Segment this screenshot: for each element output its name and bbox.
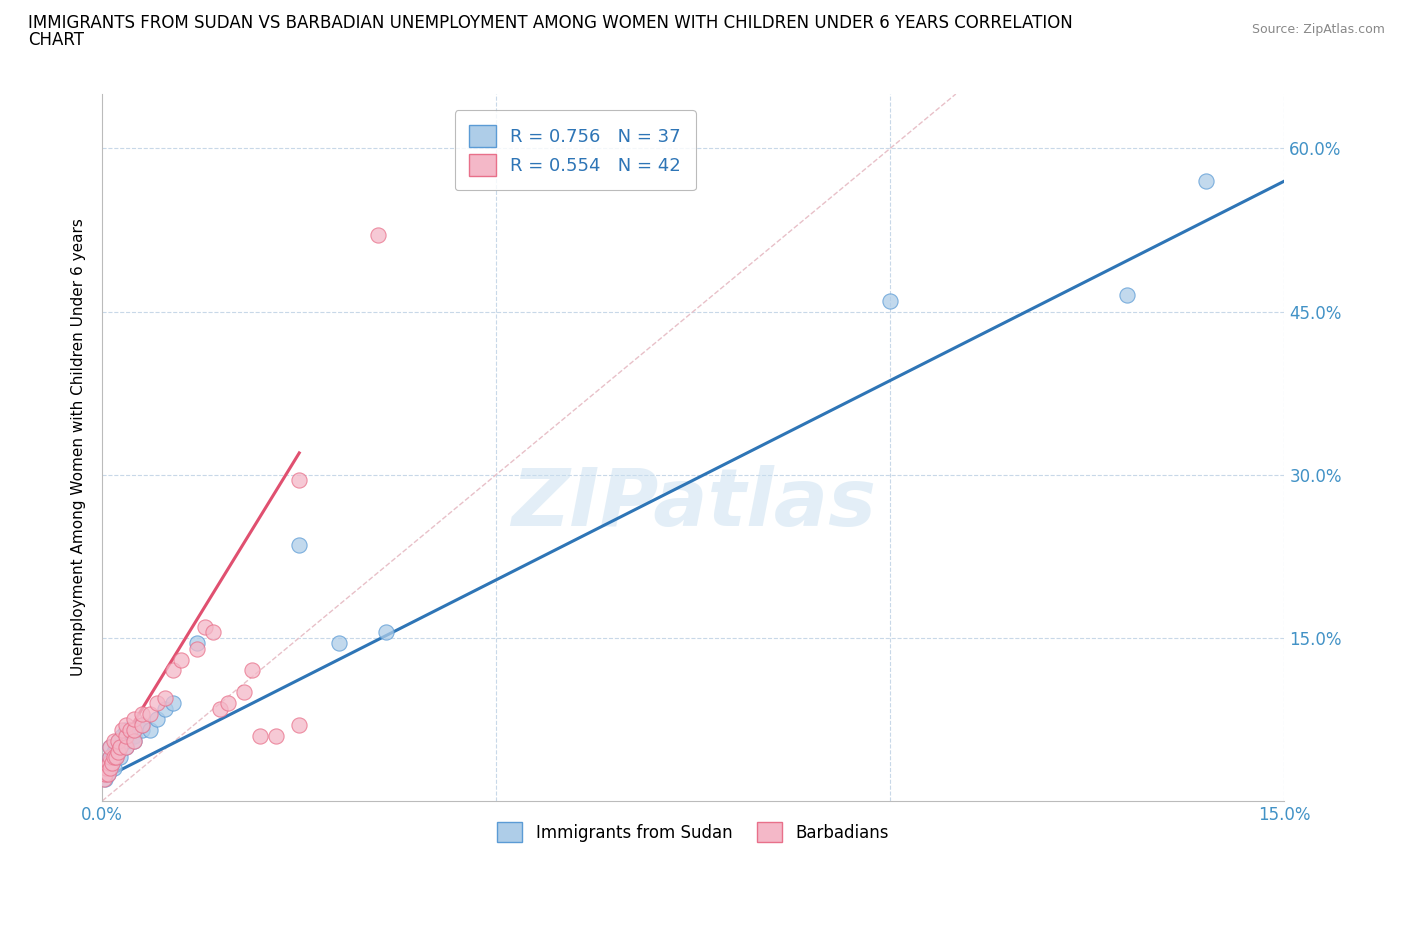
Point [162,696,184,711]
Point [374,625,396,640]
Point [131,707,153,722]
Point [100,755,122,770]
Point [108,750,131,764]
Point [122,723,145,737]
Point [879,293,901,308]
Point [122,723,145,737]
Point [138,707,160,722]
Point [98,739,121,754]
Point [103,734,125,749]
Point [107,734,129,749]
Point [131,723,153,737]
Point [170,652,193,667]
Point [93,772,115,787]
Text: IMMIGRANTS FROM SUDAN VS BARBADIAN UNEMPLOYMENT AMONG WOMEN WITH CHILDREN UNDER : IMMIGRANTS FROM SUDAN VS BARBADIAN UNEMP… [28,14,1073,32]
Point [131,717,153,732]
Point [103,761,125,776]
Point [1115,287,1137,302]
Point [328,636,350,651]
Point [217,696,239,711]
Point [103,745,125,760]
Point [93,766,115,781]
Point [105,739,128,754]
Text: ZIPatlas: ZIPatlas [510,465,876,543]
Legend: Immigrants from Sudan, Barbadians: Immigrants from Sudan, Barbadians [491,816,896,849]
Point [233,684,256,699]
Point [155,690,177,705]
Point [115,723,138,737]
Point [146,712,169,727]
Point [97,766,120,781]
Point [107,745,129,760]
Point [122,734,145,749]
Point [146,696,169,711]
Point [1194,174,1216,189]
Point [186,642,208,657]
Point [107,734,129,749]
Point [98,750,121,764]
Y-axis label: Unemployment Among Women with Children Under 6 years: Unemployment Among Women with Children U… [72,219,86,676]
Point [138,723,160,737]
Point [264,728,287,743]
Point [98,750,121,764]
Text: CHART: CHART [28,31,84,48]
Point [105,750,128,764]
Point [115,734,138,749]
Point [115,739,138,754]
Point [288,472,311,487]
Point [107,739,129,754]
Point [111,728,134,743]
Point [97,755,120,770]
Point [98,761,121,776]
Point [288,717,311,732]
Point [162,663,184,678]
Point [122,712,145,727]
Point [122,734,145,749]
Point [108,739,131,754]
Point [97,755,120,770]
Text: Source: ZipAtlas.com: Source: ZipAtlas.com [1251,23,1385,36]
Point [94,761,117,776]
Point [209,701,232,716]
Point [98,761,121,776]
Point [367,228,389,243]
Point [98,739,121,754]
Point [115,728,138,743]
Point [115,739,138,754]
Point [94,761,117,776]
Point [104,750,127,764]
Point [240,663,263,678]
Point [131,717,153,732]
Point [93,772,115,787]
Point [115,717,138,732]
Point [111,723,134,737]
Point [288,538,311,552]
Point [97,766,120,781]
Point [155,701,177,716]
Point [122,728,145,743]
Point [107,745,129,760]
Point [186,636,208,651]
Point [249,728,271,743]
Point [118,723,141,737]
Point [194,619,217,634]
Point [103,750,125,764]
Point [201,625,224,640]
Point [101,750,124,764]
Point [100,755,122,770]
